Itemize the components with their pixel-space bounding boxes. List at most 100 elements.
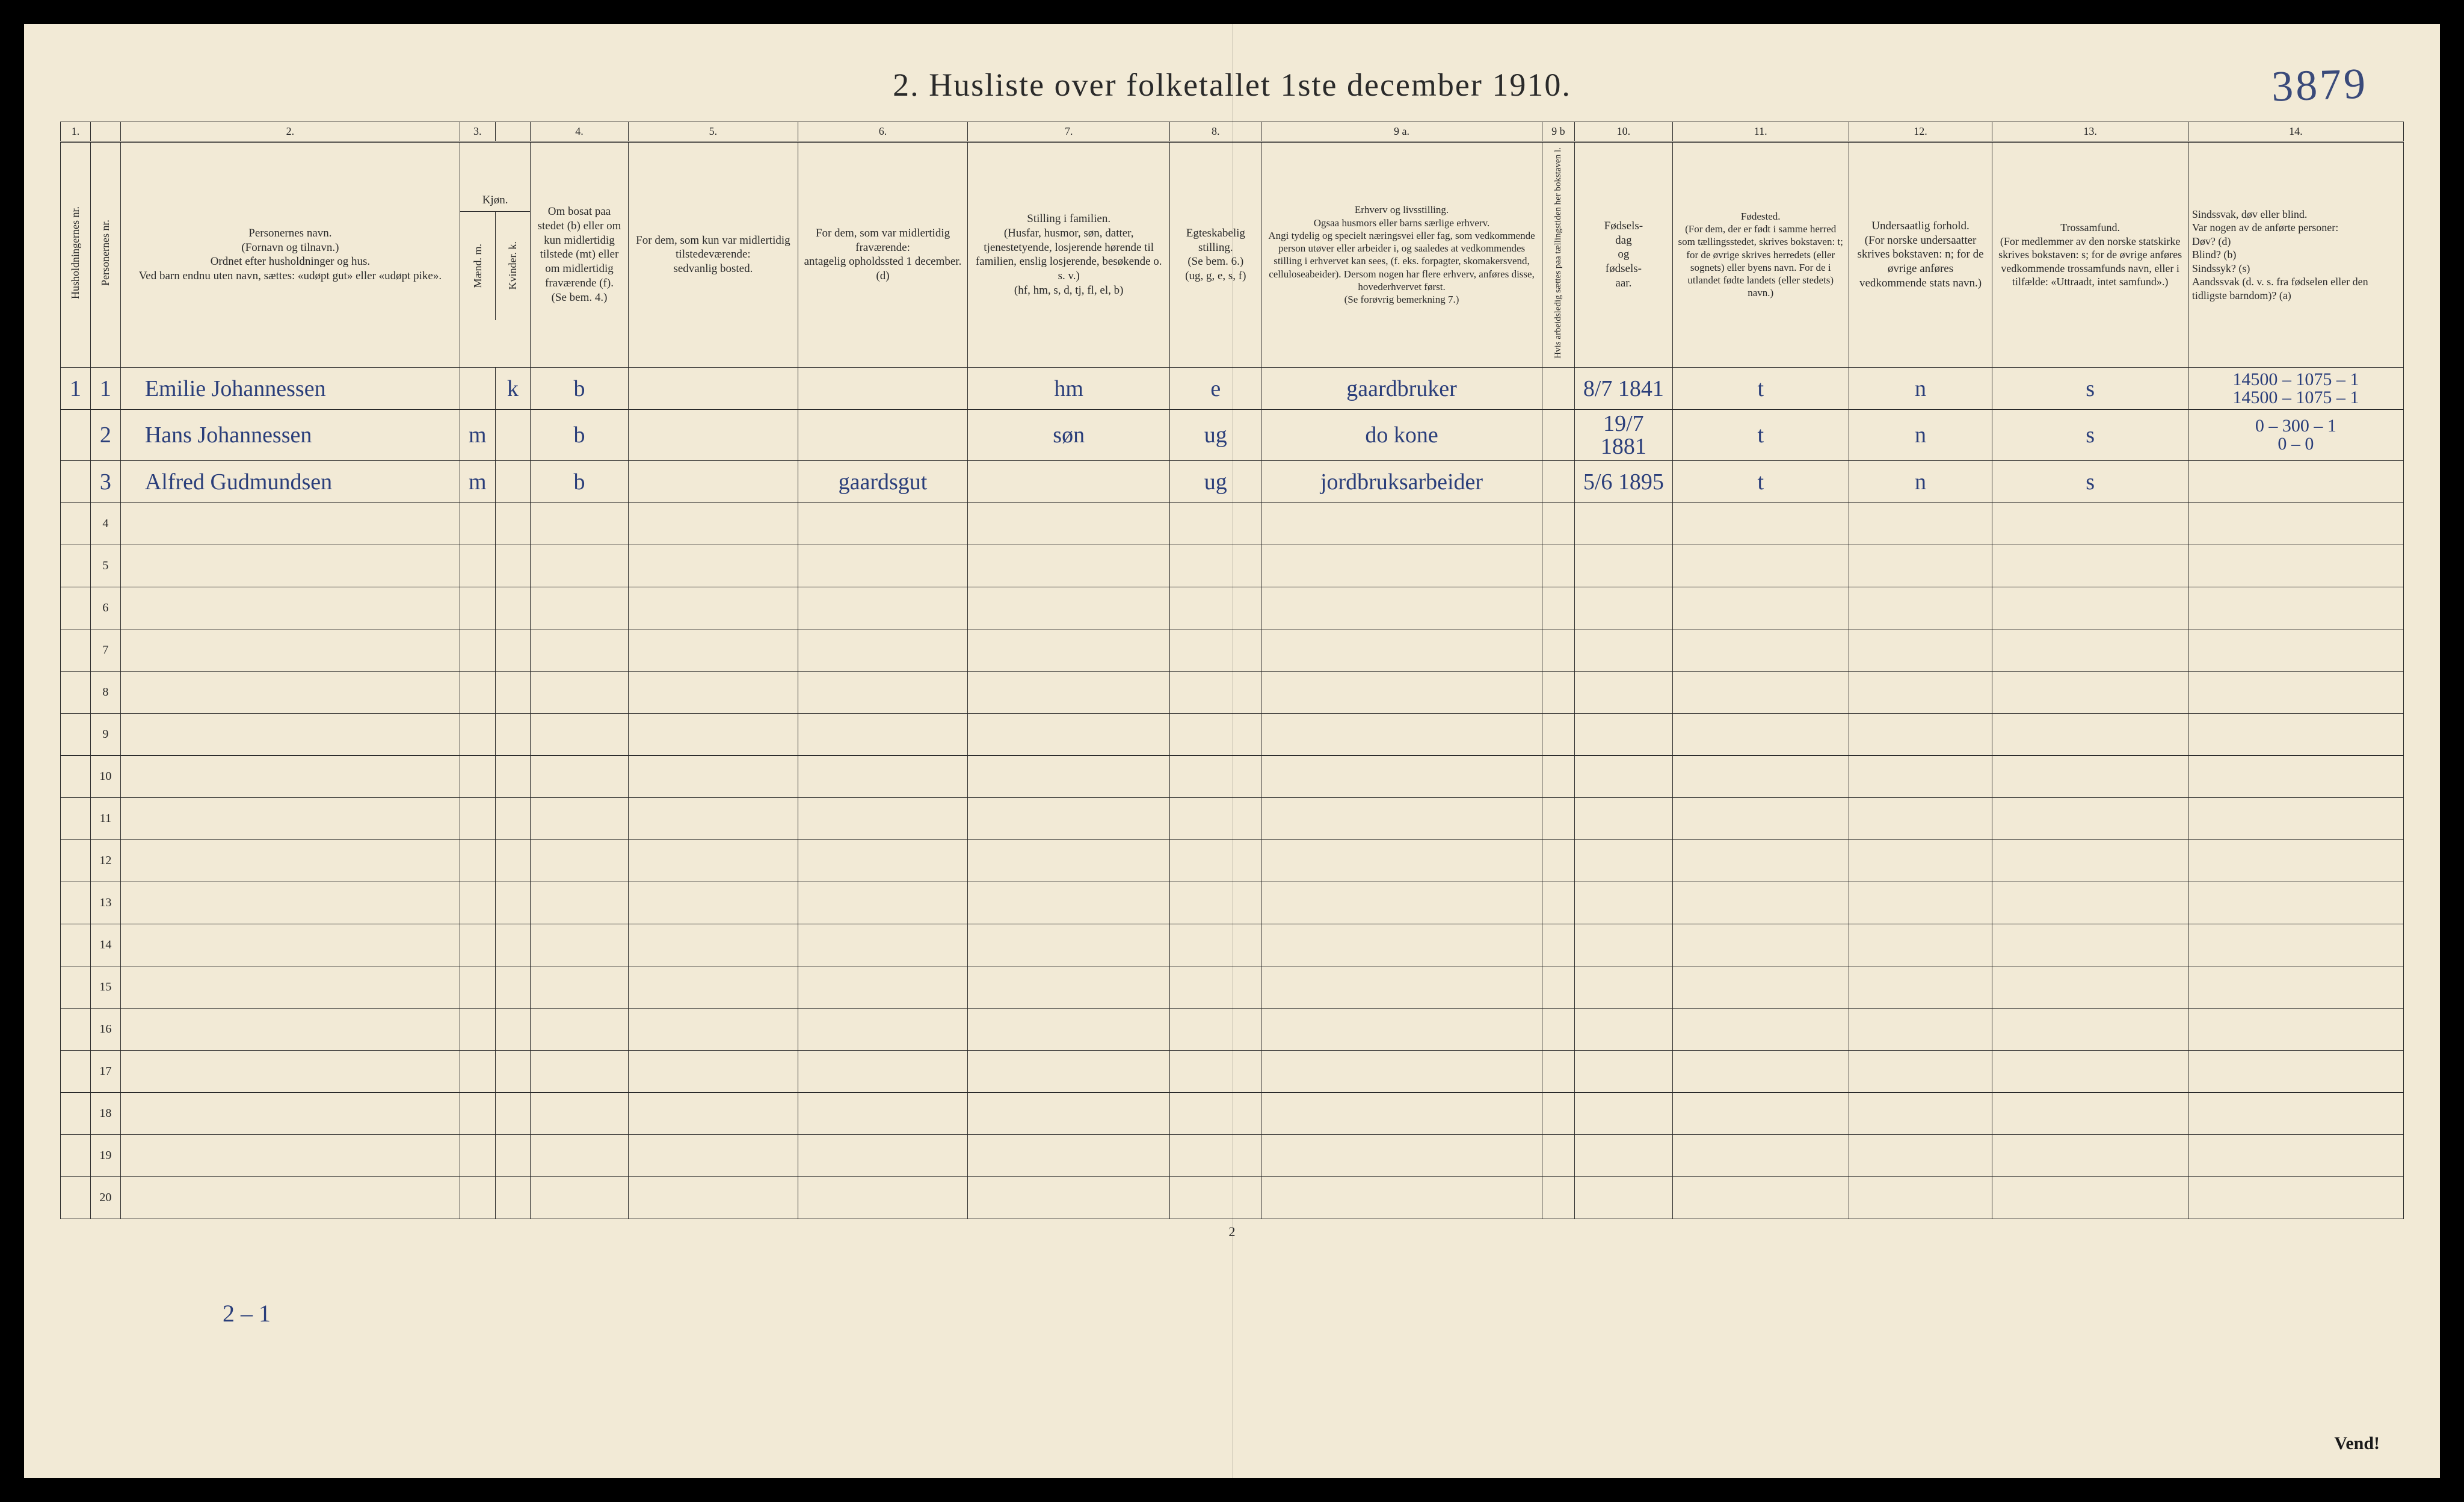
cell-name: Emilie Johannessen (120, 368, 460, 410)
hdr-disability: Sindssvak, døv eller blind. Var nogen av… (2188, 141, 2403, 368)
cell-blank (1261, 1135, 1542, 1177)
cell-person-nr: 18 (90, 1093, 120, 1135)
cell-household-nr (61, 545, 91, 587)
cell-household-nr (61, 966, 91, 1009)
cell-person-nr: 2 (90, 410, 120, 461)
table-row: 19 (61, 1135, 2404, 1177)
cell-blank (1992, 629, 2188, 672)
cell-blank (968, 1093, 1170, 1135)
cell-blank (1672, 924, 1849, 966)
cell-blank (2188, 1135, 2403, 1177)
cell-blank (1261, 966, 1542, 1009)
cell-blank (2188, 714, 2403, 756)
cell-blank (628, 587, 798, 629)
cell-blank (460, 1135, 495, 1177)
hdr-name: Personernes navn. (Fornavn og tilnavn.) … (120, 141, 460, 368)
cell-blank (120, 1135, 460, 1177)
hdr-sex: Kjøn. Mænd. m. Kvinder. k. (460, 141, 530, 368)
cell-blank (1575, 503, 1673, 545)
cell-blank (1849, 798, 1992, 840)
cell-c9b (1542, 461, 1574, 503)
cell-blank (120, 798, 460, 840)
cell-blank (1170, 756, 1261, 798)
cell-blank (1849, 503, 1992, 545)
cell-blank (1261, 672, 1542, 714)
cell-blank (1170, 503, 1261, 545)
cell-person-nr: 13 (90, 882, 120, 924)
table-row: 6 (61, 587, 2404, 629)
cell-blank (798, 1177, 967, 1219)
cell-blank (1261, 1051, 1542, 1093)
cell-c5 (628, 461, 798, 503)
table-row: 12 (61, 840, 2404, 882)
cell-sex-k (495, 461, 531, 503)
cell-blank (531, 1177, 629, 1219)
cell-blank (798, 587, 967, 629)
cell-blank (1849, 1177, 1992, 1219)
cell-blank (1170, 924, 1261, 966)
cell-blank (2188, 840, 2403, 882)
cell-household-nr (61, 410, 91, 461)
cell-blank (495, 924, 531, 966)
cell-blank (628, 1051, 798, 1093)
cell-blank (968, 629, 1170, 672)
cell-blank (1672, 545, 1849, 587)
cell-blank (968, 503, 1170, 545)
cell-person-nr: 15 (90, 966, 120, 1009)
cell-blank (968, 966, 1170, 1009)
cell-blank (460, 1093, 495, 1135)
cell-blank (628, 503, 798, 545)
cell-blank (495, 1051, 531, 1093)
cell-blank (1261, 714, 1542, 756)
cell-blank (1672, 1093, 1849, 1135)
cell-person-nr: 1 (90, 368, 120, 410)
cell-blank (798, 882, 967, 924)
cell-blank (1575, 545, 1673, 587)
cell-blank (628, 840, 798, 882)
cell-blank (798, 1051, 967, 1093)
cell-blank (495, 503, 531, 545)
cell-blank (1170, 629, 1261, 672)
cell-blank (798, 924, 967, 966)
cell-birthdate: 19/7 1881 (1575, 410, 1673, 461)
cell-blank (628, 672, 798, 714)
cell-person-nr: 4 (90, 503, 120, 545)
table-row: 3Alfred Gudmundsenmbgaardsgutugjordbruks… (61, 461, 2404, 503)
cell-blank (968, 1135, 1170, 1177)
cell-blank (1992, 503, 2188, 545)
cell-blank (628, 924, 798, 966)
cell-blank (1170, 1177, 1261, 1219)
column-number: 11. (1672, 122, 1849, 142)
cell-household-nr (61, 629, 91, 672)
cell-marital: ug (1170, 410, 1261, 461)
cell-household-nr (61, 1093, 91, 1135)
cell-blank (1849, 924, 1992, 966)
cell-c6: gaardsgut (798, 461, 967, 503)
cell-blank (1542, 545, 1574, 587)
cell-blank (460, 672, 495, 714)
cell-blank (1992, 545, 2188, 587)
census-page: 3879 2. Husliste over folketallet 1ste d… (24, 24, 2440, 1478)
cell-household-nr (61, 882, 91, 924)
cell-c5 (628, 368, 798, 410)
cell-blank (968, 882, 1170, 924)
cell-blank (968, 545, 1170, 587)
cell-blank (1672, 882, 1849, 924)
cell-blank (1992, 714, 2188, 756)
cell-blank (628, 629, 798, 672)
cell-blank (495, 1093, 531, 1135)
cell-faith: s (1992, 410, 2188, 461)
hdr-occupation: Erhverv og livsstilling. Ogsaa husmors e… (1261, 141, 1542, 368)
cell-c9b (1542, 410, 1574, 461)
cell-blank (2188, 756, 2403, 798)
cell-blank (460, 714, 495, 756)
cell-blank (968, 672, 1170, 714)
table-row: 11Emilie Johannessenkbhmegaardbruker8/7 … (61, 368, 2404, 410)
cell-blank (460, 966, 495, 1009)
cell-blank (1849, 672, 1992, 714)
cell-blank (2188, 924, 2403, 966)
cell-sex-k (495, 410, 531, 461)
table-row: 16 (61, 1009, 2404, 1051)
hdr-birthdate: Fødsels- dag og fødsels- aar. (1575, 141, 1673, 368)
cell-blank (1542, 756, 1574, 798)
